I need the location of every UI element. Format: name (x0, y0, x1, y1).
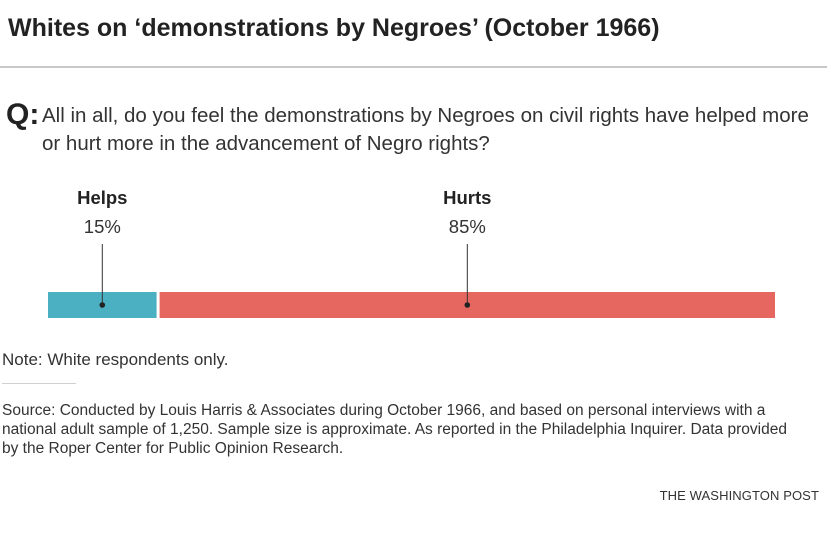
source-text: Source: Conducted by Louis Harris & Asso… (2, 402, 787, 457)
value-label-hurts: 85% (449, 216, 486, 237)
question-text: All in all, do you feel the demonstratio… (42, 104, 809, 155)
leader-dot-helps (99, 302, 106, 308)
leader-dot-hurts (464, 302, 471, 308)
stacked-bar-chart: Helps 15% Hurts 85% (48, 187, 776, 318)
category-label-hurts: Hurts (443, 187, 491, 208)
value-label-helps: 15% (84, 216, 121, 237)
category-label-helps: Helps (77, 187, 127, 208)
note-divider (2, 383, 76, 384)
title-divider (0, 66, 827, 68)
question-marker: Q: (6, 98, 40, 131)
publisher-credit: THE WASHINGTON POST (659, 488, 819, 503)
chart-title: Whites on ‘demonstrations by Negroes’ (O… (8, 14, 660, 42)
note-text: Note: White respondents only. (2, 350, 229, 369)
